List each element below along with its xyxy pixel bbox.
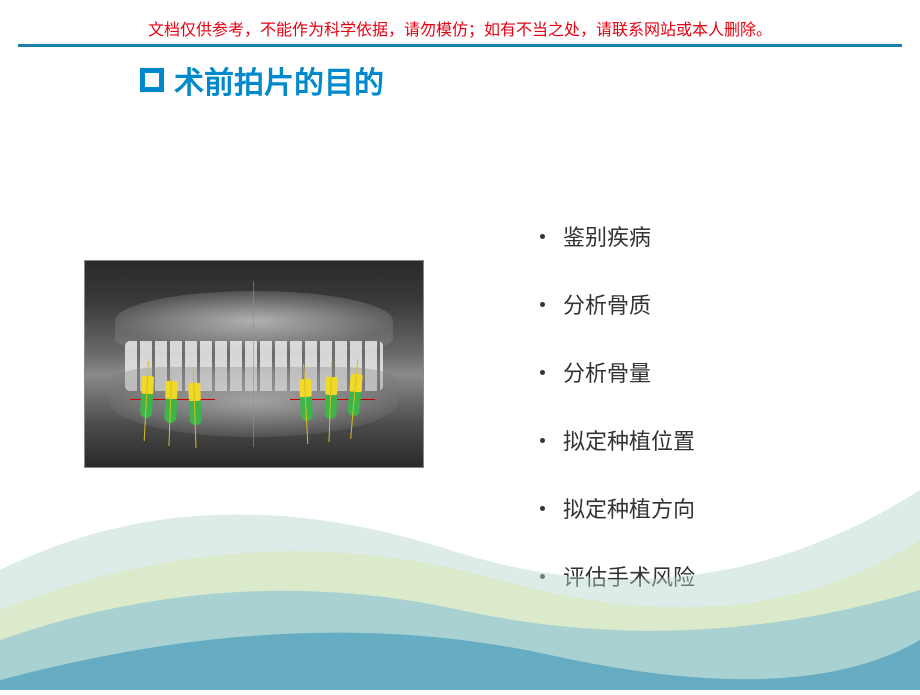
list-item: 鉴别疾病 xyxy=(540,220,695,252)
top-accent-border xyxy=(18,44,902,47)
xray-image xyxy=(84,260,424,468)
list-item: 分析骨量 xyxy=(540,356,695,388)
implant-marker xyxy=(188,383,201,425)
bullet-dot-icon xyxy=(540,506,545,511)
list-item-text: 拟定种植位置 xyxy=(563,424,695,456)
list-item-text: 拟定种植方向 xyxy=(563,492,695,524)
bullet-dot-icon xyxy=(540,438,545,443)
list-item: 拟定种植位置 xyxy=(540,424,695,456)
list-item-text: 分析骨质 xyxy=(563,288,651,320)
implant-marker xyxy=(324,377,337,419)
slide-title: 术前拍片的目的 xyxy=(174,58,384,102)
implant-marker xyxy=(140,376,154,419)
list-item-text: 分析骨量 xyxy=(563,356,651,388)
disclaimer-text: 文档仅供参考，不能作为科学依据，请勿模仿；如有不当之处，请联系网站或本人删除。 xyxy=(0,16,920,40)
list-item: 拟定种植方向 xyxy=(540,492,695,524)
bullet-dot-icon xyxy=(540,574,545,579)
title-bullet-icon xyxy=(140,68,164,92)
list-item-text: 评估手术风险 xyxy=(563,560,695,592)
bullet-list: 鉴别疾病 分析骨质 分析骨量 拟定种植位置 拟定种植方向 评估手术风险 xyxy=(540,220,695,628)
list-item: 评估手术风险 xyxy=(540,560,695,592)
bullet-dot-icon xyxy=(540,302,545,307)
bullet-dot-icon xyxy=(540,234,545,239)
xray-midline xyxy=(253,281,254,447)
implant-marker xyxy=(299,379,313,422)
implant-marker xyxy=(164,381,177,423)
list-item: 分析骨质 xyxy=(540,288,695,320)
bullet-dot-icon xyxy=(540,370,545,375)
slide-title-row: 术前拍片的目的 xyxy=(140,58,384,102)
list-item-text: 鉴别疾病 xyxy=(563,220,651,252)
